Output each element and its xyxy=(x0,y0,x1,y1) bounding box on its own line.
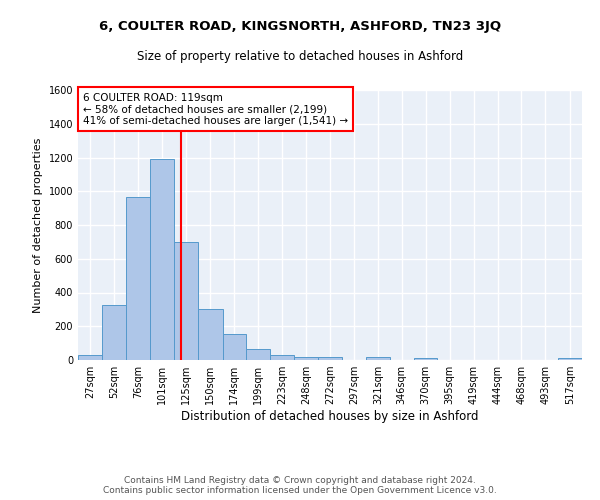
Bar xyxy=(318,356,342,360)
Text: 6 COULTER ROAD: 119sqm
← 58% of detached houses are smaller (2,199)
41% of semi-: 6 COULTER ROAD: 119sqm ← 58% of detached… xyxy=(83,92,348,126)
Bar xyxy=(78,355,103,360)
Bar xyxy=(366,358,389,360)
Bar xyxy=(198,310,223,360)
Bar xyxy=(294,356,318,360)
Text: Contains HM Land Registry data © Crown copyright and database right 2024.
Contai: Contains HM Land Registry data © Crown c… xyxy=(103,476,497,495)
Bar xyxy=(174,242,198,360)
Bar xyxy=(414,358,437,360)
Bar xyxy=(126,197,150,360)
Text: 6, COULTER ROAD, KINGSNORTH, ASHFORD, TN23 3JQ: 6, COULTER ROAD, KINGSNORTH, ASHFORD, TN… xyxy=(99,20,501,33)
Bar xyxy=(223,334,246,360)
Bar xyxy=(103,305,126,360)
Y-axis label: Number of detached properties: Number of detached properties xyxy=(33,138,43,312)
X-axis label: Distribution of detached houses by size in Ashford: Distribution of detached houses by size … xyxy=(181,410,479,423)
Bar xyxy=(150,159,174,360)
Bar xyxy=(557,358,582,360)
Bar xyxy=(246,349,271,360)
Text: Size of property relative to detached houses in Ashford: Size of property relative to detached ho… xyxy=(137,50,463,63)
Bar xyxy=(271,355,294,360)
